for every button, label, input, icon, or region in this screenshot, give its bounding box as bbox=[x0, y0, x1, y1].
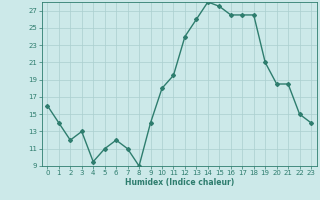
X-axis label: Humidex (Indice chaleur): Humidex (Indice chaleur) bbox=[124, 178, 234, 187]
